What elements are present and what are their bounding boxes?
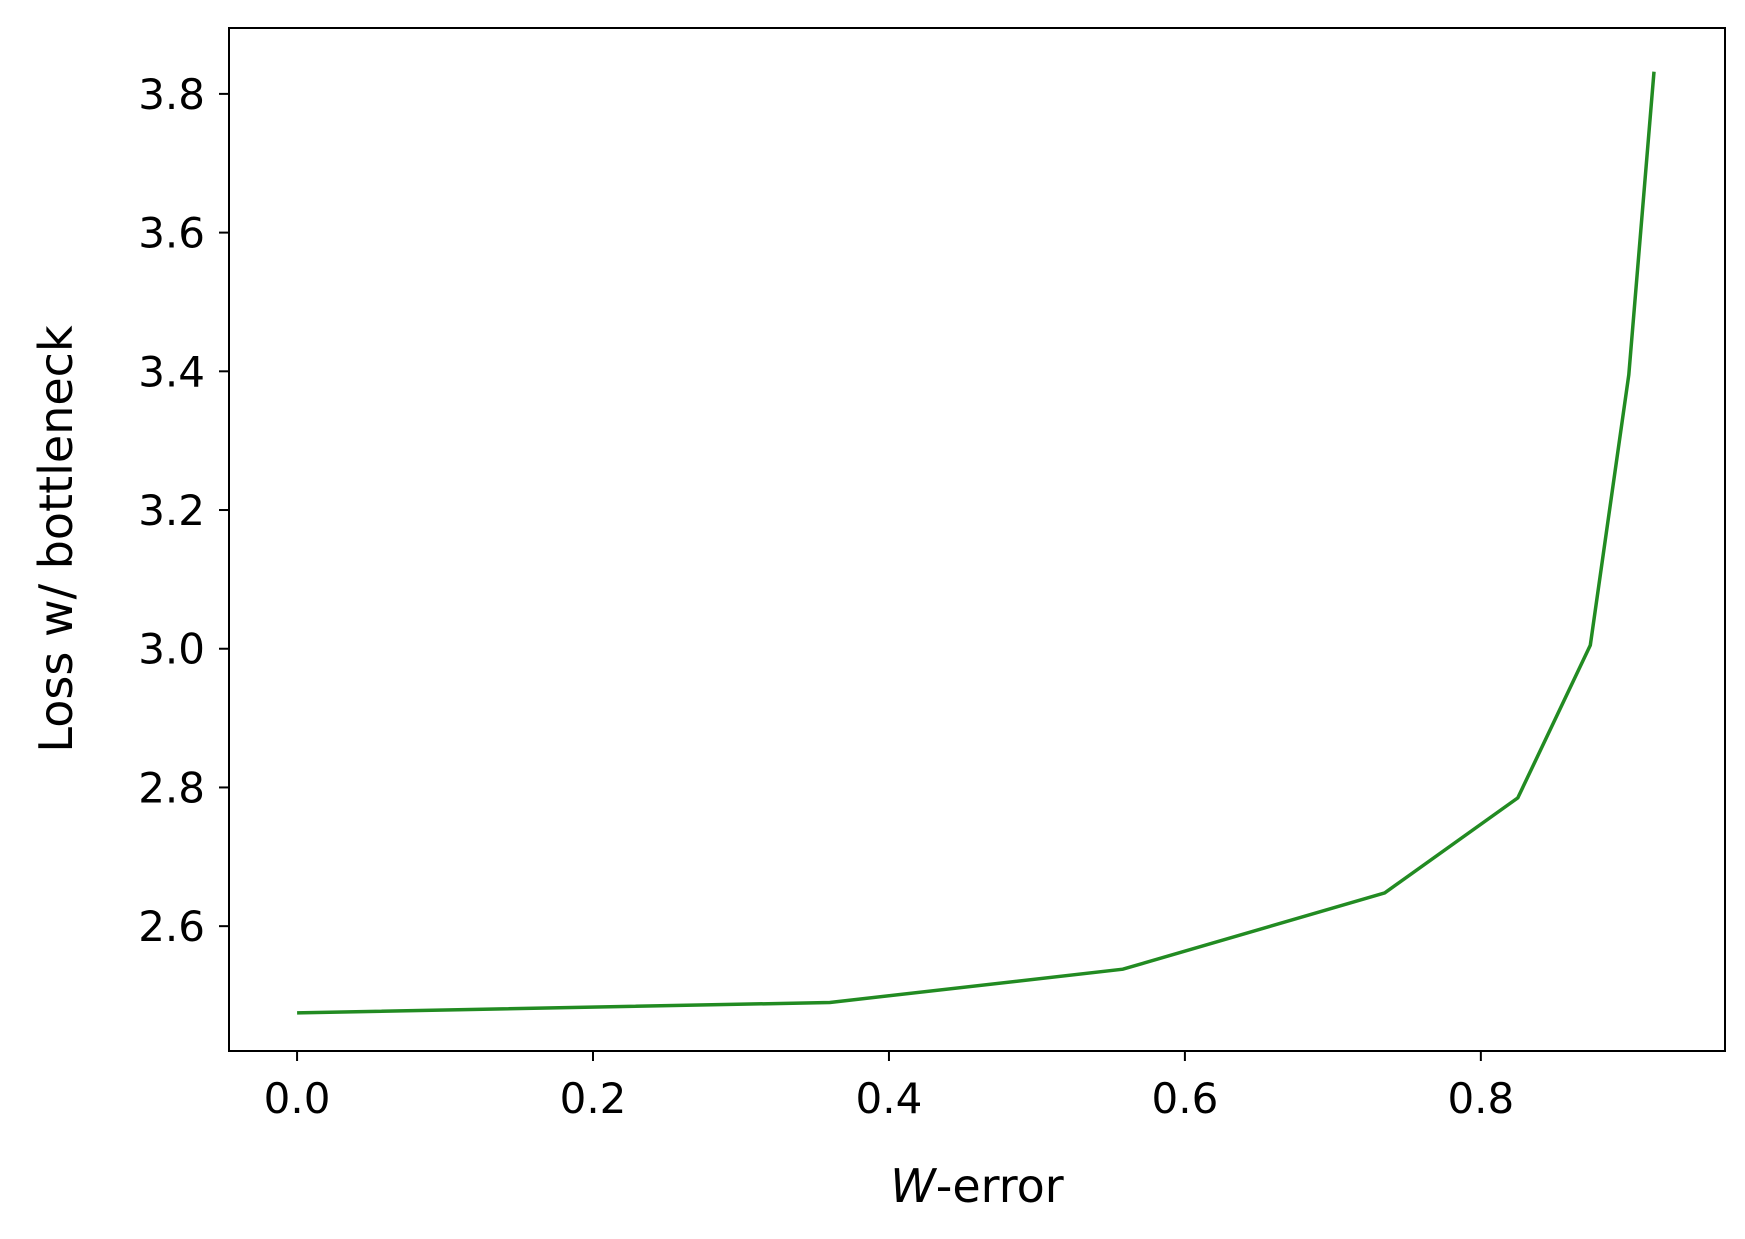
plot-frame: [228, 27, 1726, 1052]
x-axis-label-italic: W: [890, 1159, 937, 1213]
y-tick-label: 2.8: [138, 763, 205, 812]
y-tick-label: 3.2: [138, 486, 205, 535]
plot-area: [229, 28, 1725, 1051]
y-tick-label: 2.6: [138, 902, 205, 951]
y-axis-ticks: 2.6 2.8 3.0 3.2 3.4 3.6 3.8: [138, 70, 229, 951]
y-tick-label: 3.4: [138, 347, 205, 396]
x-tick-label: 0.6: [1152, 1074, 1219, 1123]
y-tick-label: 3.6: [138, 209, 205, 258]
series-layer: [297, 71, 1656, 1015]
x-tick-label: 0.0: [264, 1074, 331, 1123]
x-tick-label: 0.8: [1447, 1074, 1514, 1123]
x-axis-label-rest: -error: [936, 1159, 1064, 1213]
x-tick-label: 0.4: [856, 1074, 923, 1123]
x-tick-label: 0.2: [560, 1074, 627, 1123]
y-axis-label: Loss w/ bottleneck: [29, 325, 83, 753]
x-axis-label: W-error: [890, 1159, 1064, 1213]
y-tick-label: 3.8: [138, 70, 205, 119]
x-axis-ticks: 0.0 0.2 0.4 0.6 0.8: [264, 1051, 1514, 1123]
y-tick-label: 3.0: [138, 625, 205, 674]
series-line: [297, 71, 1656, 1015]
